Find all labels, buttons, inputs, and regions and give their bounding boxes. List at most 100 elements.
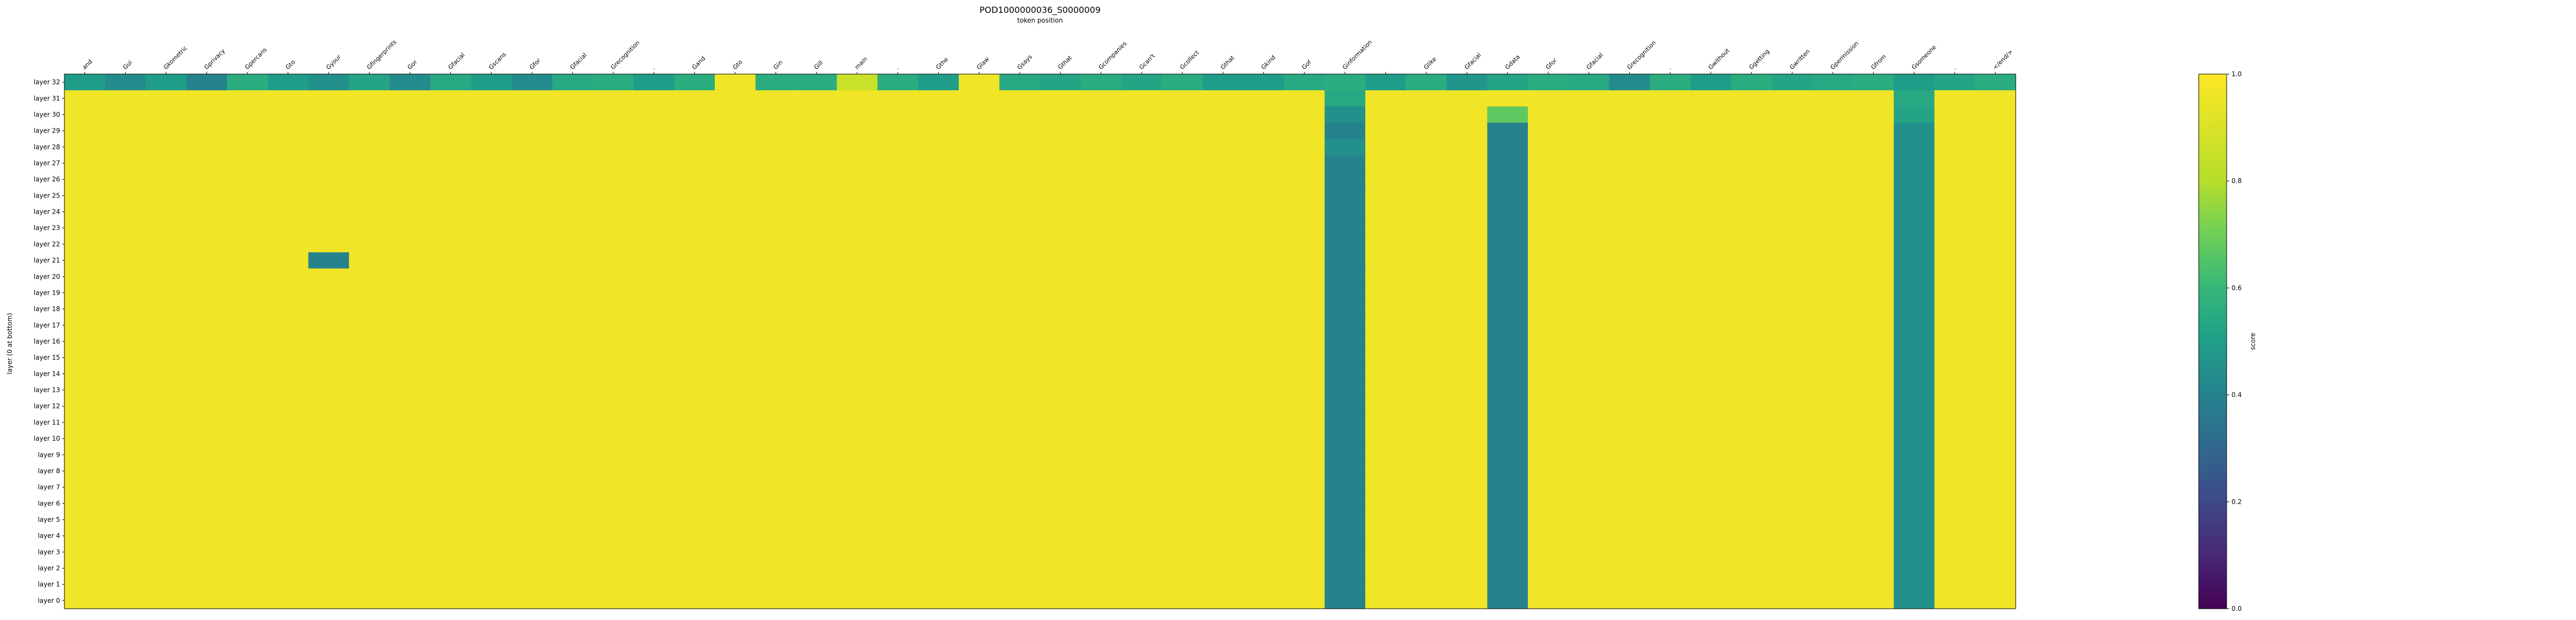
colorbar [2198,74,2227,609]
heatmap-cell [267,528,309,544]
heatmap-cell [918,511,959,528]
heatmap-cell [1365,122,1407,140]
heatmap-cell [1690,203,1732,221]
heatmap-cell [1406,463,1447,480]
heatmap-cell [755,447,796,463]
heatmap-cell [1121,268,1162,285]
heatmap-cell [1650,366,1691,382]
heatmap-cell [1487,528,1528,544]
heatmap-cell [1568,398,1609,415]
x-tick-label: Gscans [487,51,507,71]
heatmap-cell [430,285,471,302]
heatmap-cell [390,155,431,172]
heatmap-cell [1812,398,1854,415]
heatmap-cell [1609,576,1650,593]
heatmap-cell [227,74,268,91]
heatmap-cell [186,511,228,528]
heatmap-cell [390,398,431,415]
heatmap-cell [471,285,512,302]
heatmap-cell [877,171,919,188]
y-tick-label: layer 25 [34,192,60,199]
heatmap-cell [1080,252,1122,269]
heatmap-cell [1772,220,1813,237]
heatmap-cell [1080,220,1122,237]
y-tick-label: layer 28 [34,143,60,151]
heatmap-cell [552,398,594,415]
heatmap-cell [1487,511,1528,528]
heatmap-cell [1934,349,1975,366]
heatmap-cell [1203,511,1244,528]
heatmap-cell [1893,544,1935,560]
heatmap-cell [592,317,634,334]
heatmap-cell [877,285,919,302]
heatmap-cell [1853,138,1894,156]
heatmap-cell [1568,220,1609,237]
heatmap-cell [633,187,675,204]
heatmap-cell [1284,349,1325,366]
heatmap-cell [64,398,106,415]
heatmap-cell [1690,463,1732,480]
heatmap-cell [1406,106,1447,123]
heatmap-cell [837,544,878,560]
heatmap-cell [1080,544,1122,560]
heatmap-cell [1568,106,1609,123]
heatmap-cell [1284,398,1325,415]
heatmap-cell [1690,592,1732,609]
heatmap-cell [1284,495,1325,512]
heatmap-cell [1609,349,1650,366]
heatmap-cell [1812,447,1854,463]
heatmap-cell [1975,414,2016,431]
heatmap-cell [1121,382,1162,399]
heatmap-cell [1731,90,1772,107]
heatmap-cell [1365,220,1407,237]
heatmap-cell [64,511,106,528]
heatmap-cell [308,576,349,593]
heatmap-cell [918,592,959,609]
heatmap-cell [1040,463,1081,480]
heatmap-cell [999,576,1041,593]
heatmap-cell [958,252,1000,269]
heatmap-cell [674,398,715,415]
heatmap-cell [64,74,106,91]
heatmap-cell [1080,349,1122,366]
heatmap-cell [390,495,431,512]
heatmap-cell [1528,155,1569,172]
heatmap-cell [552,447,594,463]
heatmap-cell [1528,333,1569,350]
heatmap-cell [1203,171,1244,188]
heatmap-cell [1975,479,2016,496]
heatmap-cell [1203,138,1244,156]
heatmap-cell [1934,301,1975,318]
heatmap-cell [390,560,431,577]
heatmap-cell [1162,414,1203,431]
heatmap-cell [1243,495,1284,512]
heatmap-cell [1040,252,1081,269]
heatmap-cell [1284,90,1325,107]
heatmap-cell [1609,479,1650,496]
heatmap-cell [1893,203,1935,221]
heatmap-cell [227,171,268,188]
heatmap-cell [1365,447,1407,463]
heatmap-cell [1772,576,1813,593]
heatmap-cell [267,203,309,221]
heatmap-cell [1934,592,1975,609]
heatmap-cell [1487,592,1528,609]
heatmap-cell [186,414,228,431]
heatmap-cell [1365,576,1407,593]
heatmap-cell [308,528,349,544]
heatmap-cell [1203,285,1244,302]
heatmap-cell [471,592,512,609]
heatmap-cell [430,203,471,221]
heatmap-cell [1406,414,1447,431]
heatmap-cell [1934,317,1975,334]
heatmap-cell [145,511,187,528]
heatmap-cell [227,122,268,140]
y-tick-label: layer 4 [38,532,60,539]
heatmap-cell [105,431,146,447]
heatmap-cell [1975,285,2016,302]
heatmap-cell [837,398,878,415]
heatmap-cell [1650,414,1691,431]
heatmap-cell [796,106,837,123]
heatmap-cell [1243,285,1284,302]
heatmap-cell [1446,479,1488,496]
